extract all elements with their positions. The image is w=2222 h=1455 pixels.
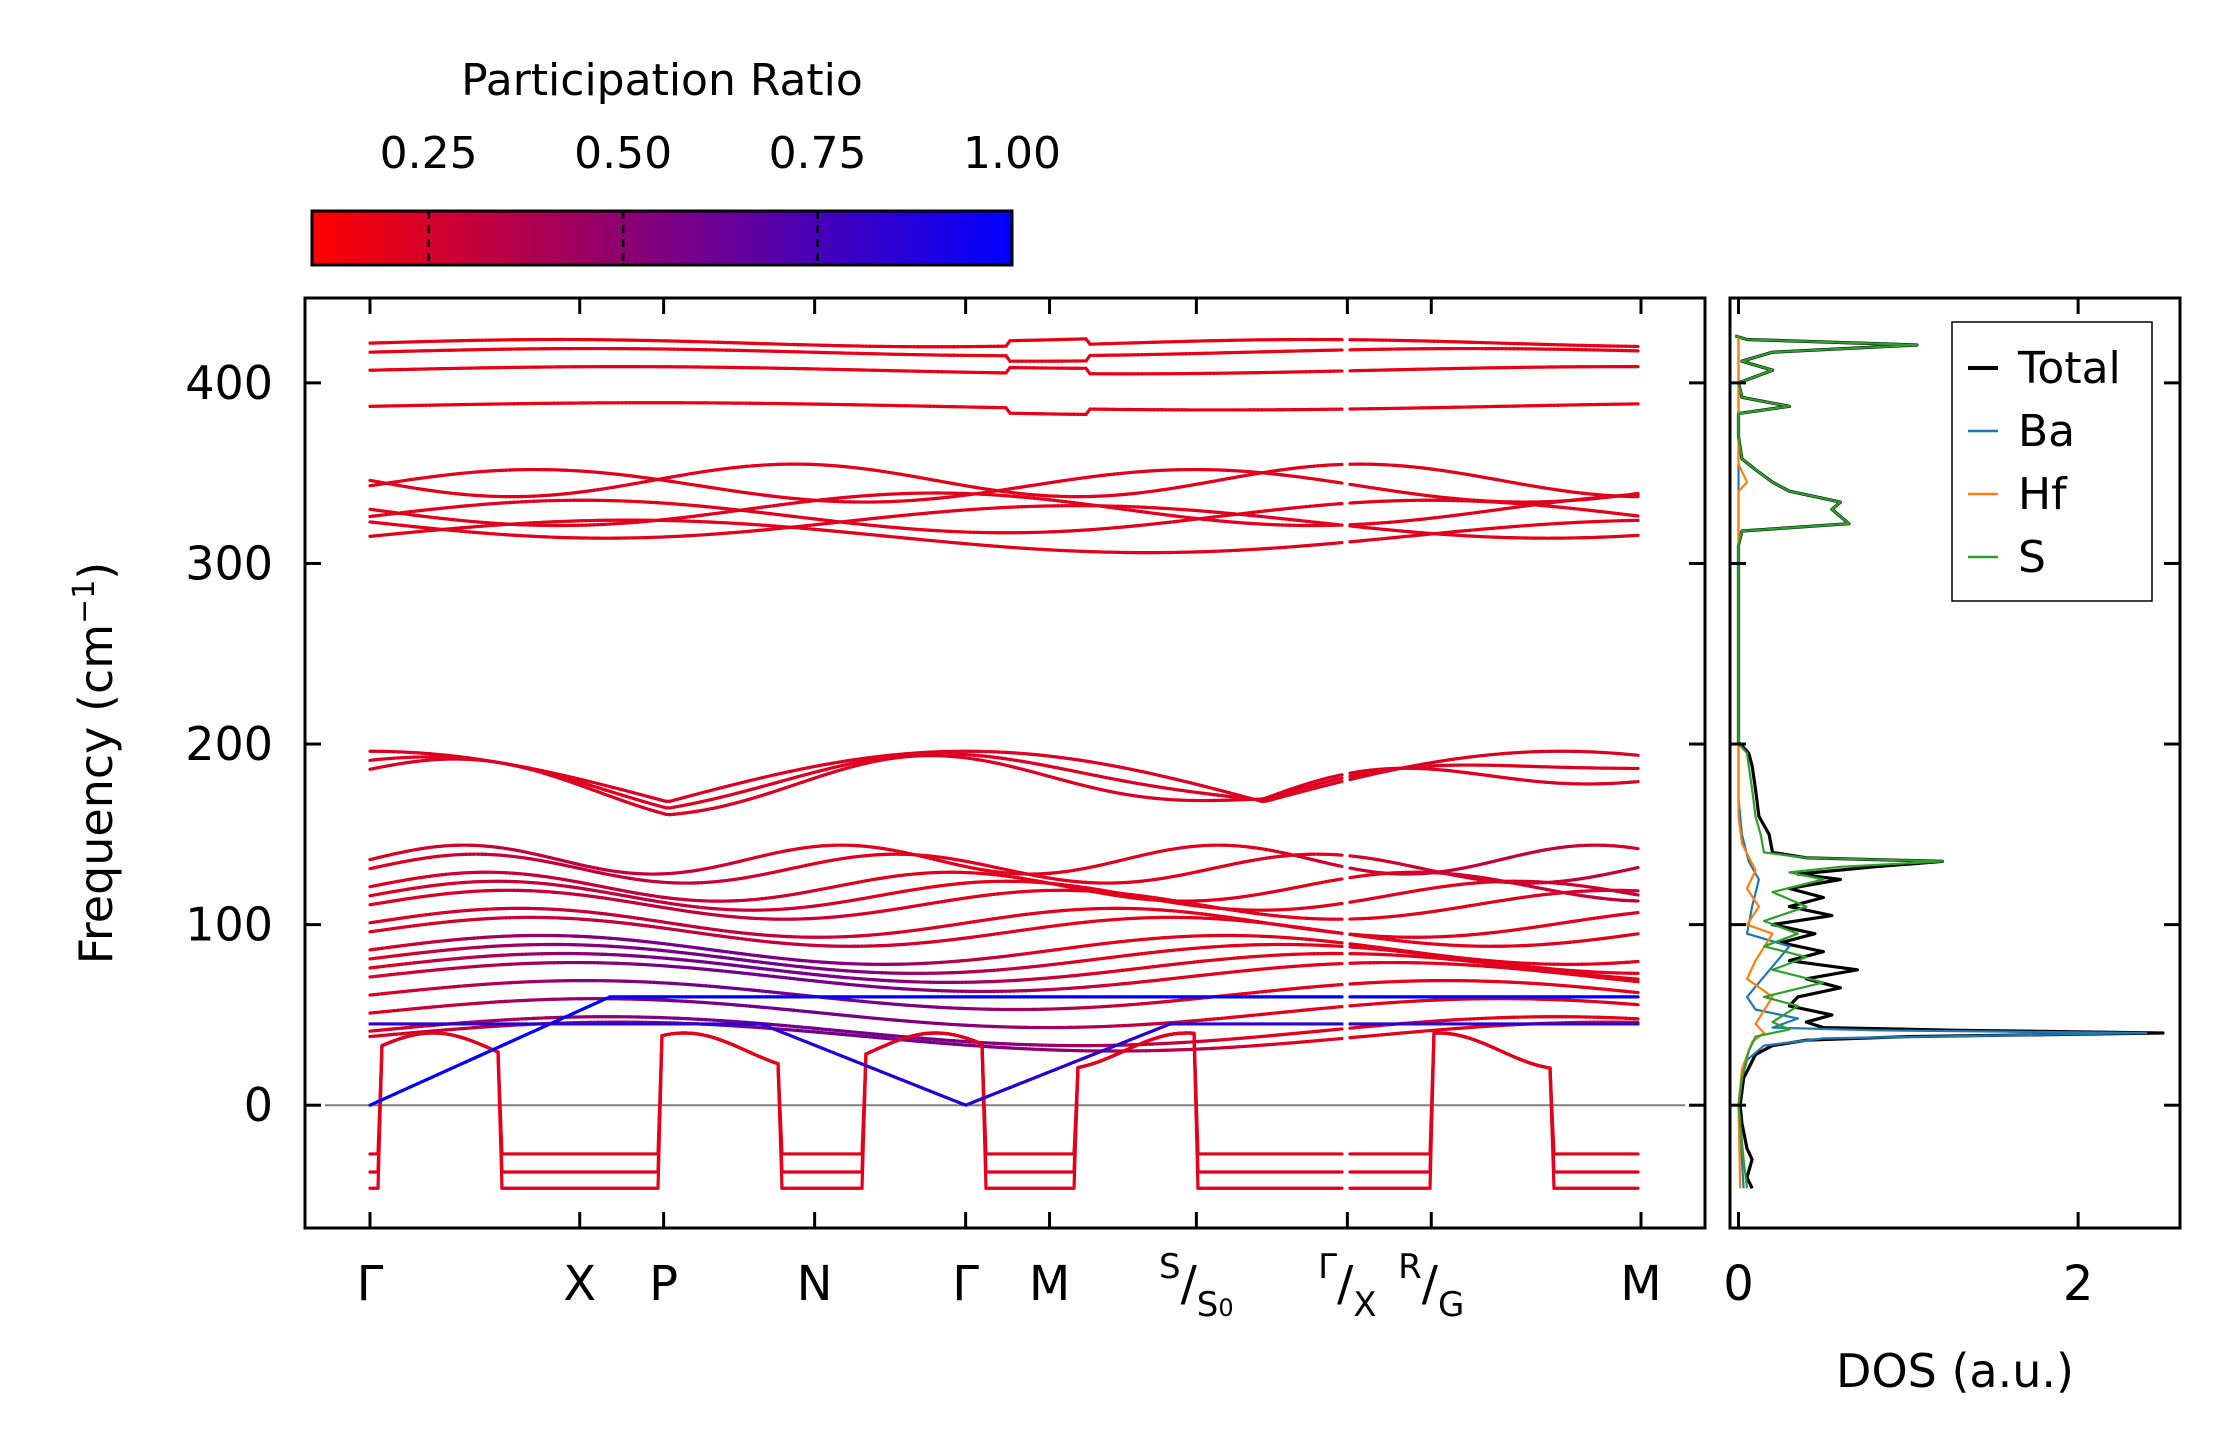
band-low — [1336, 877, 1344, 882]
band-low — [1632, 865, 1640, 871]
band-low — [1632, 846, 1640, 851]
colorbar-group: Participation Ratio 0.25 0.50 0.75 1.00 — [310, 55, 1061, 267]
colorbar-gradient — [310, 209, 1014, 267]
band-upper — [1336, 773, 1344, 778]
band-low — [1336, 863, 1344, 869]
band-upper — [1336, 776, 1344, 781]
band-upper — [1336, 779, 1344, 785]
colorbar-tick-label: 1.00 — [963, 128, 1061, 179]
colorbar-title: Participation Ratio — [461, 55, 863, 106]
colorbar-tick-label: 0.25 — [380, 128, 478, 179]
band-mid — [1336, 480, 1344, 485]
colorbar-tick-label: 0.50 — [574, 128, 672, 179]
band-lines — [325, 337, 1685, 1190]
colorbar-tick-label: 0.75 — [769, 128, 867, 179]
colorbar-ticks: 0.25 0.50 0.75 1.00 — [380, 128, 1061, 265]
